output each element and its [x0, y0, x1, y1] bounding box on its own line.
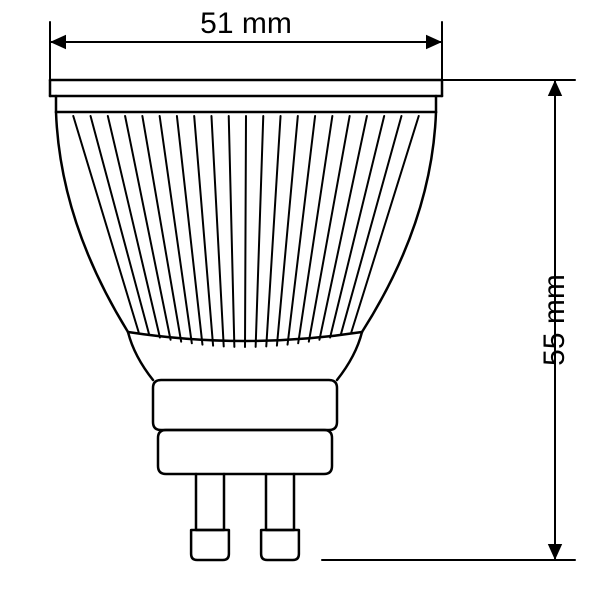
- width-label: 51 mm: [200, 7, 292, 40]
- dimension-diagram: 51 mm 55 mm: [0, 0, 600, 600]
- height-label: 55 mm: [538, 274, 571, 366]
- bulb-outline: [50, 80, 442, 560]
